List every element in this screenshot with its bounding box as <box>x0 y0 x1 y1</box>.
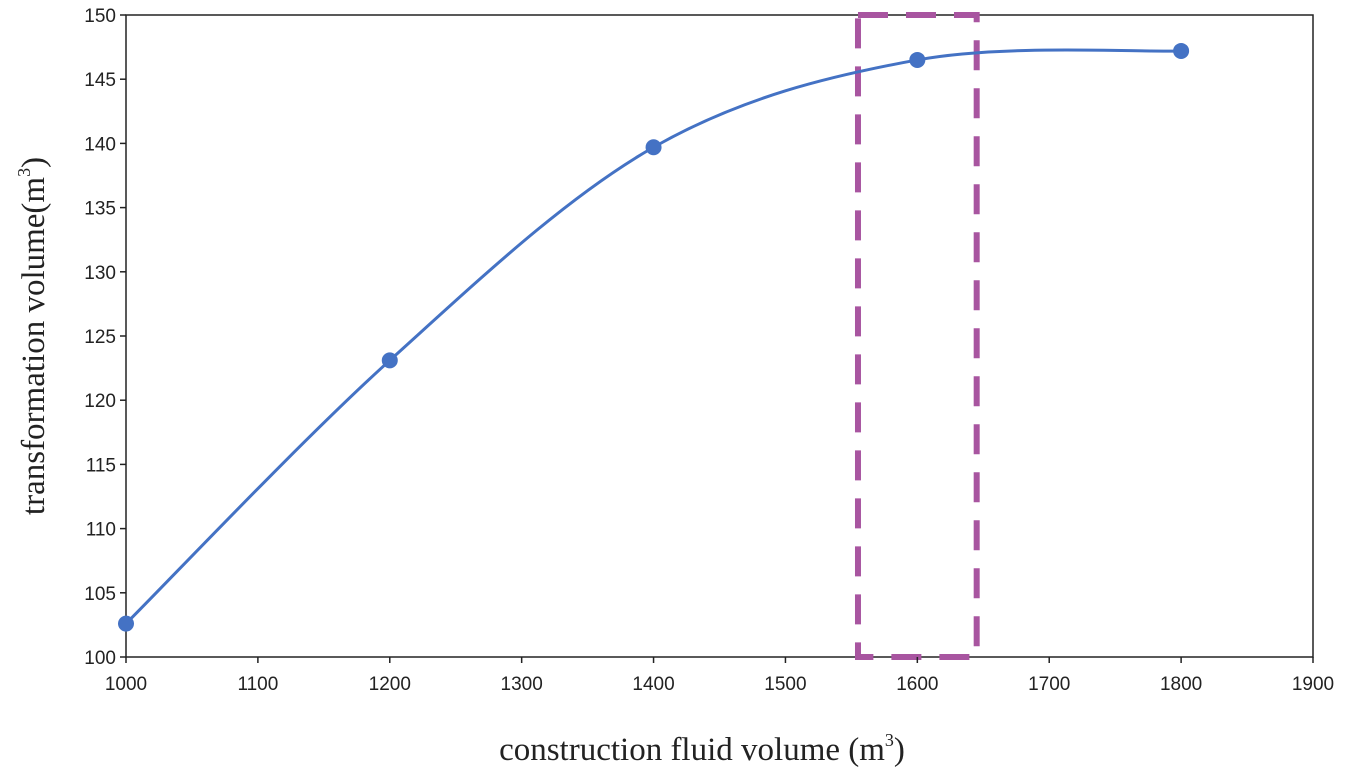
y-tick-label: 150 <box>84 6 116 27</box>
x-tick-label: 1100 <box>237 674 278 695</box>
x-tick-label: 1700 <box>1028 674 1070 695</box>
y-tick-label: 120 <box>84 391 116 412</box>
x-tick-label: 1000 <box>105 674 147 695</box>
data-point <box>1173 42 1190 59</box>
data-point <box>118 615 134 632</box>
y-tick-label: 145 <box>84 70 116 91</box>
y-axis-ticks: 100 105 110 115 120 125 130 135 140 145 150 <box>84 6 126 669</box>
series-line <box>124 48 1182 625</box>
x-axis-ticks: 1000 1100 1200 1300 1400 1500 1600 1700 1800 1900 <box>105 657 1334 695</box>
y-axis-title-superscript: 3 <box>14 168 34 177</box>
data-point <box>381 352 398 369</box>
y-tick-label: 130 <box>84 263 116 284</box>
y-tick-label: 100 <box>84 648 116 669</box>
x-tick-label: 1900 <box>1292 674 1334 695</box>
y-tick-label: 105 <box>84 584 116 605</box>
y-tick-label: 135 <box>84 199 116 220</box>
y-tick-label: 140 <box>84 134 116 155</box>
y-tick-label: 110 <box>86 520 116 541</box>
x-tick-label: 1400 <box>632 674 674 695</box>
data-point <box>645 139 662 156</box>
y-tick-label: 115 <box>86 455 116 476</box>
y-axis-title-close: ) <box>16 157 52 168</box>
x-tick-label: 1600 <box>896 674 938 695</box>
y-tick-label: 125 <box>84 327 116 348</box>
x-axis-title-close: ) <box>894 732 905 768</box>
data-point <box>909 51 926 68</box>
x-tick-label: 1300 <box>501 674 543 695</box>
y-axis-title: transformation volume(m3) <box>14 157 52 515</box>
x-axis-title-superscript: 3 <box>885 730 894 750</box>
y-axis-title-text: transformation volume(m <box>16 177 52 516</box>
x-tick-label: 1800 <box>1160 674 1202 695</box>
x-tick-label: 1200 <box>369 674 411 695</box>
x-tick-label: 1500 <box>764 674 806 695</box>
x-axis-title: construction fluid volume (m3) <box>499 730 905 768</box>
x-axis-title-text: construction fluid volume (m <box>499 732 885 768</box>
